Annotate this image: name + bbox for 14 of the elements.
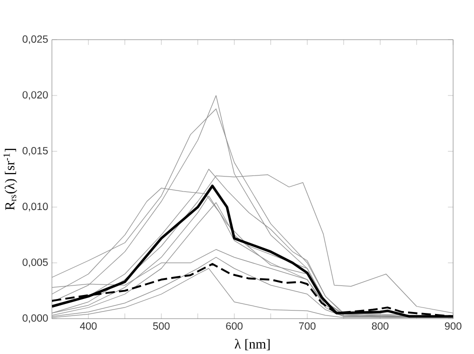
y-tick-label: 0,015 [22, 147, 48, 156]
x-tick-label: 400 [80, 322, 97, 330]
y-tick-label: 0,000 [22, 314, 48, 324]
y-tick-label: 0,020 [22, 91, 48, 100]
x-tick-label: 800 [372, 322, 388, 330]
y-tick-label: 0,010 [22, 202, 48, 212]
x-tick-label: 500 [153, 322, 170, 330]
y-axis-title: R$_{rs}$(λ) [sr$^{-1}$] [3, 149, 18, 210]
x-axis-title: λ [nm] [234, 339, 270, 350]
x-tick-label: 600 [226, 322, 243, 330]
y-tick-label: 0,025 [22, 36, 48, 44]
y-tick-label: 0,005 [22, 258, 48, 268]
x-tick-label: 900 [444, 322, 462, 330]
x-tick-label: 700 [299, 322, 316, 330]
